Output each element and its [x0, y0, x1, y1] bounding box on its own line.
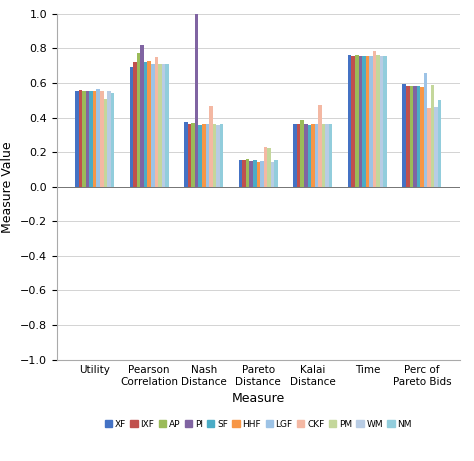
Bar [97, 89, 100, 187]
Bar [325, 124, 329, 187]
Bar [110, 93, 114, 187]
Bar [420, 87, 424, 187]
Bar [184, 122, 188, 187]
Bar [373, 51, 376, 187]
Bar [239, 160, 242, 187]
Bar [256, 162, 260, 187]
Y-axis label: Measure Value: Measure Value [1, 141, 15, 232]
Bar [93, 91, 97, 187]
Bar [264, 147, 267, 187]
Bar [413, 87, 417, 187]
Bar [140, 45, 144, 187]
Bar [424, 73, 427, 187]
Bar [191, 123, 195, 187]
Bar [402, 84, 406, 187]
X-axis label: Measure: Measure [232, 392, 285, 405]
Bar [137, 53, 140, 187]
Bar [260, 161, 264, 187]
Bar [195, 14, 199, 187]
Bar [274, 160, 278, 187]
Bar [79, 90, 82, 187]
Bar [165, 64, 169, 187]
Bar [376, 55, 380, 187]
Bar [202, 124, 206, 187]
Bar [133, 62, 137, 187]
Bar [369, 56, 373, 187]
Bar [130, 66, 133, 187]
Bar [188, 124, 191, 187]
Bar [380, 56, 383, 187]
Bar [155, 57, 158, 187]
Bar [271, 162, 274, 187]
Legend: XF, IXF, AP, PI, SF, HHF, LGF, CKF, PM, WM, NM: XF, IXF, AP, PI, SF, HHF, LGF, CKF, PM, … [101, 416, 416, 432]
Bar [147, 60, 151, 187]
Bar [213, 124, 216, 187]
Bar [427, 108, 431, 187]
Bar [242, 160, 246, 187]
Bar [431, 85, 434, 187]
Bar [199, 125, 202, 187]
Bar [410, 87, 413, 187]
Bar [438, 100, 441, 187]
Bar [315, 124, 318, 187]
Bar [162, 64, 165, 187]
Bar [253, 160, 256, 187]
Bar [304, 124, 308, 187]
Bar [434, 107, 438, 187]
Bar [383, 56, 387, 187]
Bar [249, 161, 253, 187]
Bar [75, 91, 79, 187]
Bar [206, 124, 209, 187]
Bar [417, 87, 420, 187]
Bar [322, 124, 325, 187]
Bar [151, 64, 155, 187]
Bar [144, 62, 147, 187]
Bar [329, 124, 332, 187]
Bar [293, 124, 297, 187]
Bar [220, 124, 223, 187]
Bar [406, 86, 410, 187]
Bar [318, 106, 322, 187]
Bar [355, 55, 358, 187]
Bar [297, 124, 301, 187]
Bar [308, 125, 311, 187]
Bar [158, 64, 162, 187]
Bar [86, 91, 90, 187]
Bar [365, 56, 369, 187]
Bar [216, 125, 220, 187]
Bar [107, 91, 110, 187]
Bar [362, 56, 365, 187]
Bar [267, 148, 271, 187]
Bar [209, 106, 213, 187]
Bar [103, 99, 107, 187]
Bar [311, 124, 315, 187]
Bar [100, 91, 103, 187]
Bar [358, 56, 362, 187]
Bar [246, 159, 249, 187]
Bar [82, 91, 86, 187]
Bar [301, 120, 304, 187]
Bar [348, 55, 351, 187]
Bar [90, 91, 93, 187]
Bar [351, 56, 355, 187]
